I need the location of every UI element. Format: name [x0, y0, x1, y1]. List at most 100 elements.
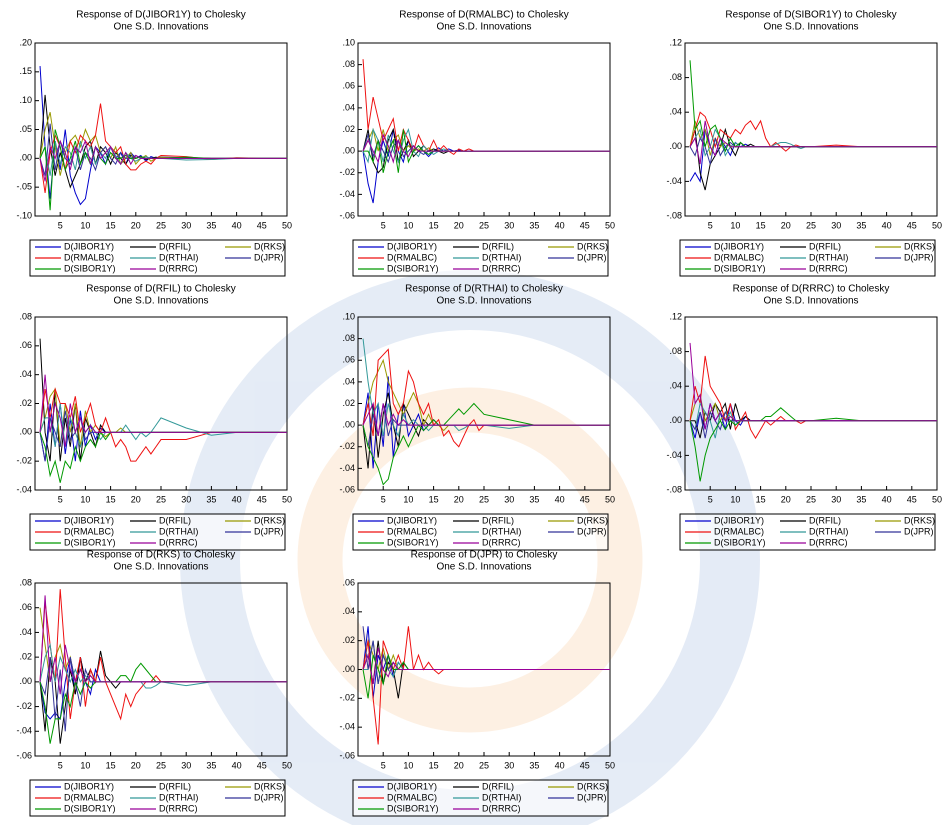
legend-label: D(JIBOR1Y) [714, 241, 764, 251]
legend-label: D(RTHAI) [159, 252, 198, 262]
legend-label: D(JIBOR1Y) [387, 241, 437, 251]
legend-label: D(RFIL) [159, 515, 191, 525]
x-tick-label: 10 [80, 220, 90, 230]
y-tick-label: .08 [342, 59, 355, 69]
legend-label: D(RRRC) [809, 263, 848, 273]
x-tick-label: 30 [831, 494, 841, 504]
x-tick-label: 25 [479, 494, 489, 504]
x-tick-label: 50 [932, 494, 942, 504]
legend-label: D(RRRC) [482, 537, 521, 547]
x-tick-label: 20 [131, 220, 141, 230]
x-tick-label: 15 [756, 494, 766, 504]
legend-label: D(SIBOR1Y) [387, 537, 439, 547]
x-tick-label: 40 [882, 220, 892, 230]
x-tick-label: 10 [730, 494, 740, 504]
y-tick-label: .00 [342, 420, 355, 430]
legend-label: D(RFIL) [809, 241, 841, 251]
y-tick-label: .04 [19, 627, 32, 637]
x-tick-label: 45 [580, 494, 590, 504]
x-tick-label: 5 [708, 494, 713, 504]
y-tick-label: .05 [19, 124, 32, 134]
series-line [362, 127, 610, 153]
legend-label: D(RMALBC) [387, 792, 437, 802]
y-tick-label: .08 [669, 346, 682, 356]
x-tick-label: 5 [381, 760, 386, 770]
x-tick-label: 45 [257, 760, 267, 770]
x-tick-label: 40 [232, 760, 242, 770]
x-tick-label: 50 [932, 220, 942, 230]
x-tick-label: 40 [555, 760, 565, 770]
x-tick-label: 35 [206, 220, 216, 230]
x-tick-label: 20 [454, 494, 464, 504]
legend-label: D(JIBOR1Y) [64, 241, 114, 251]
x-tick-label: 15 [429, 494, 439, 504]
y-tick-label: -.02 [16, 701, 32, 711]
chart-subtitle: One S.D. Innovations [113, 562, 208, 573]
watermark-ring [180, 270, 760, 825]
legend-label: D(RMALBC) [64, 252, 114, 262]
legend-label: D(JPR) [904, 252, 934, 262]
x-tick-label: 5 [58, 494, 63, 504]
x-tick-label: 25 [806, 220, 816, 230]
legend-label: D(SIBOR1Y) [387, 263, 439, 273]
x-tick-label: 10 [730, 220, 740, 230]
x-tick-label: 25 [479, 220, 489, 230]
series-line [39, 112, 287, 176]
x-tick-label: 20 [131, 494, 141, 504]
chart-title: Response of D(SIBOR1Y) to Cholesky [725, 10, 896, 21]
x-tick-label: 20 [131, 760, 141, 770]
y-tick-label: .06 [342, 355, 355, 365]
y-tick-label: .12 [669, 311, 682, 321]
chart-title: Response of D(JPR) to Cholesky [411, 550, 558, 561]
y-tick-label: .15 [19, 66, 32, 76]
y-tick-label: .00 [669, 141, 682, 151]
legend-label: D(RRRC) [809, 537, 848, 547]
legend-label: D(RRRC) [482, 803, 521, 813]
legend-label: D(RKS) [254, 515, 285, 525]
x-tick-label: 15 [756, 220, 766, 230]
x-tick-label: 30 [181, 494, 191, 504]
x-tick-label: 25 [156, 220, 166, 230]
legend-label: D(RRRC) [482, 263, 521, 273]
y-tick-label: .04 [342, 376, 355, 386]
legend-label: D(JIBOR1Y) [387, 515, 437, 525]
chart-subtitle: One S.D. Innovations [113, 296, 208, 307]
x-tick-label: 5 [708, 220, 713, 230]
x-tick-label: 45 [907, 220, 917, 230]
legend-label: D(RFIL) [159, 241, 191, 251]
legend-label: D(JPR) [904, 526, 934, 536]
y-tick-label: .04 [669, 107, 682, 117]
x-tick-label: 25 [479, 760, 489, 770]
x-tick-label: 45 [580, 760, 590, 770]
series-line [689, 136, 937, 165]
legend-label: D(RKS) [577, 241, 608, 251]
series-line [39, 139, 287, 182]
y-tick-label: .00 [19, 427, 32, 437]
legend-label: D(SIBOR1Y) [64, 537, 116, 547]
legend-label: D(JPR) [254, 252, 284, 262]
y-tick-label: -.04 [16, 726, 32, 736]
x-tick-label: 10 [403, 760, 413, 770]
chart-title: Response of D(RFIL) to Cholesky [86, 284, 236, 295]
x-tick-label: 50 [605, 760, 615, 770]
x-tick-label: 35 [206, 760, 216, 770]
chart-title: Response of D(RKS) to Cholesky [87, 550, 235, 561]
y-tick-label: .08 [19, 577, 32, 587]
chart-subtitle: One S.D. Innovations [436, 22, 531, 33]
legend-label: D(RMALBC) [714, 252, 764, 262]
y-tick-label: -.10 [16, 210, 32, 220]
y-tick-label: .00 [342, 664, 355, 674]
y-tick-label: -.06 [339, 210, 355, 220]
y-tick-label: .12 [669, 37, 682, 47]
x-tick-label: 40 [232, 494, 242, 504]
legend-label: D(RTHAI) [809, 526, 848, 536]
series-line [39, 66, 287, 206]
legend-label: D(RTHAI) [482, 526, 521, 536]
x-tick-label: 10 [403, 220, 413, 230]
legend-label: D(RTHAI) [482, 792, 521, 802]
legend-label: D(RMALBC) [387, 252, 437, 262]
x-tick-label: 20 [454, 220, 464, 230]
chart-title: Response of D(JIBOR1Y) to Cholesky [76, 10, 246, 21]
